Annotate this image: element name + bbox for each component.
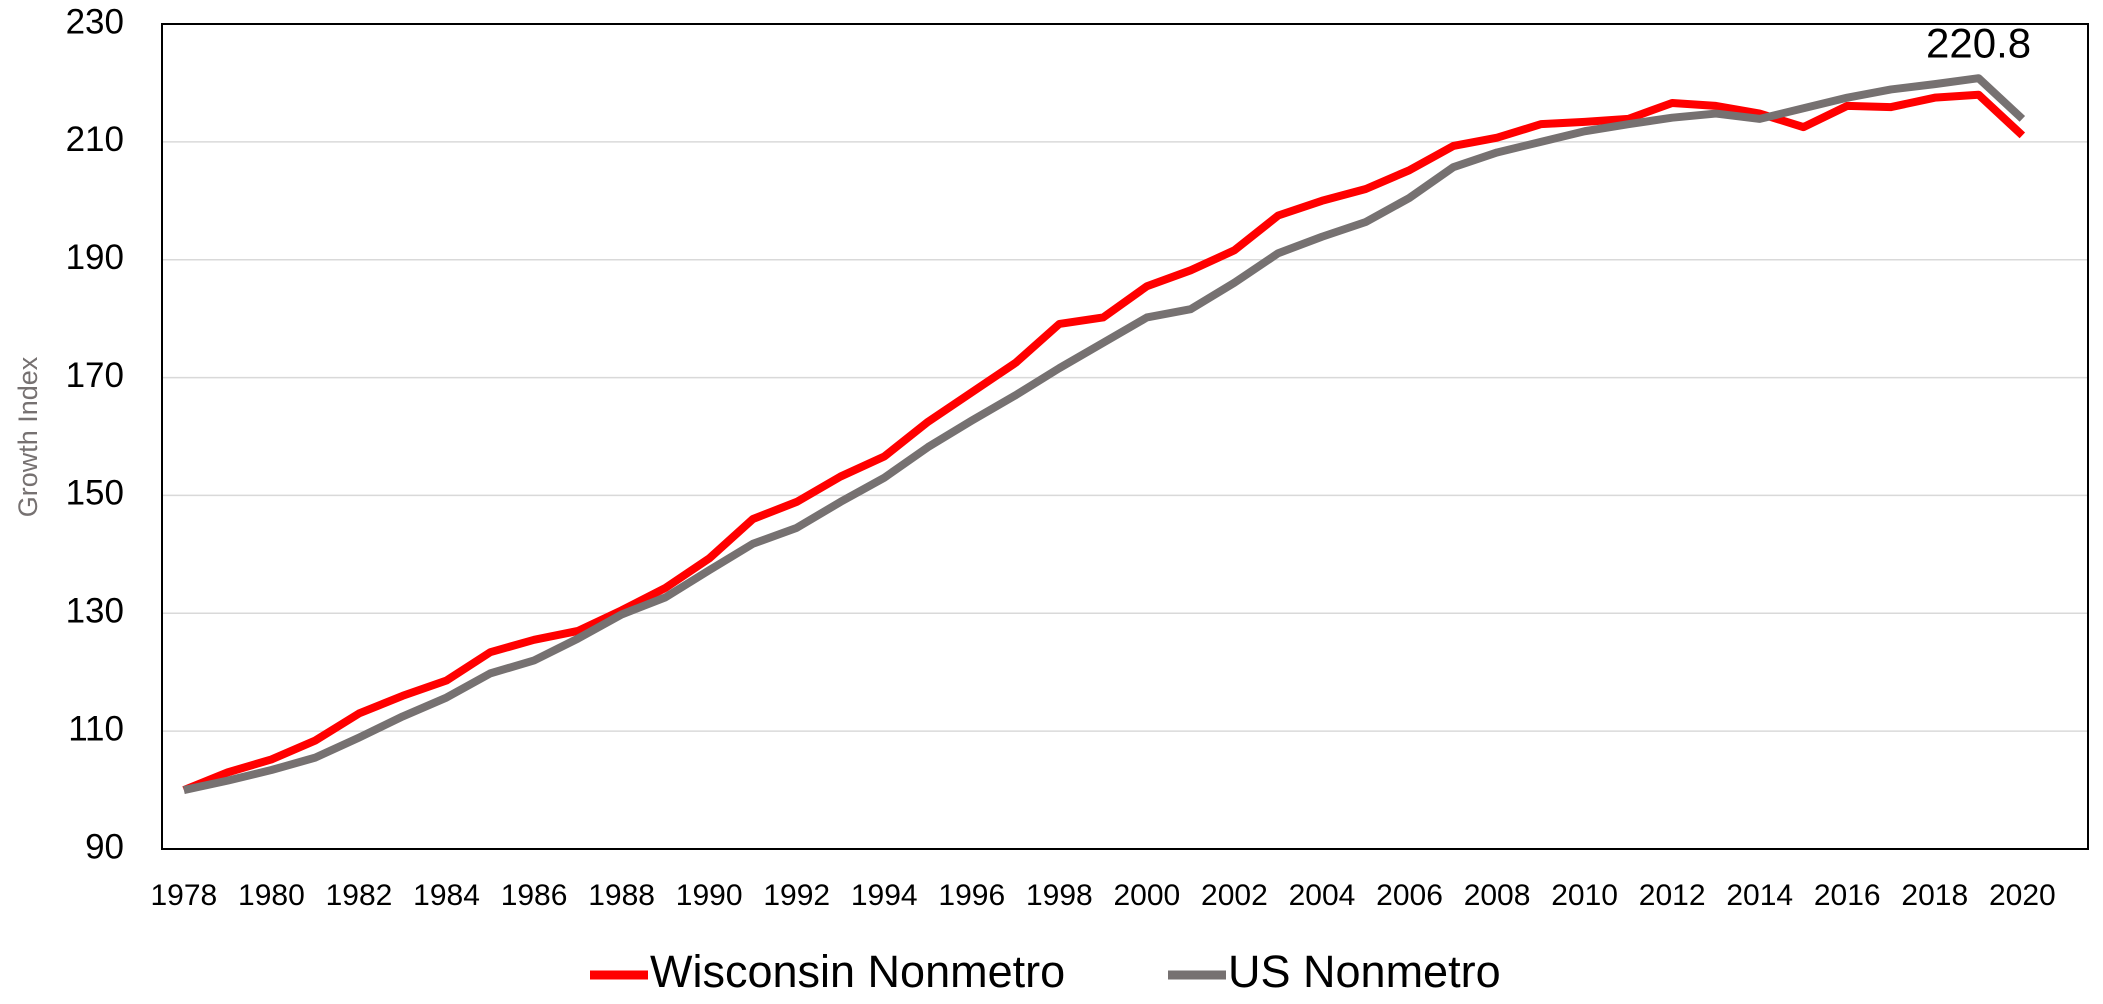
y-tick-label: 170 — [66, 356, 124, 395]
x-tick-label: 1978 — [151, 879, 218, 912]
x-tick-label: 1984 — [413, 879, 480, 912]
y-tick-label: 190 — [66, 238, 124, 277]
x-tick-label: 1990 — [676, 879, 743, 912]
x-tick-label: 2014 — [1726, 879, 1793, 912]
plot-frame — [161, 23, 2089, 850]
x-tick-label: 2010 — [1551, 879, 1618, 912]
y-tick-label: 210 — [66, 120, 124, 159]
x-tick-label: 1996 — [938, 879, 1005, 912]
x-tick-label: 1982 — [326, 879, 393, 912]
y-axis-label: Growth Index — [13, 356, 43, 517]
x-tick-label: 2000 — [1114, 879, 1181, 912]
data-line — [183, 74, 2026, 794]
x-tick-label: 2012 — [1639, 879, 1706, 912]
y-tick-label: 150 — [66, 474, 124, 513]
data-line — [182, 90, 2026, 794]
x-tick-label: 2020 — [1989, 879, 2056, 912]
x-tick-label: 1998 — [1026, 879, 1093, 912]
x-tick-label: 1988 — [588, 879, 655, 912]
x-tick-label: 2016 — [1814, 879, 1881, 912]
legend-label: Wisconsin Nonmetro — [650, 946, 1065, 997]
x-tick-label: 1986 — [501, 879, 568, 912]
y-tick-label: 90 — [85, 827, 124, 866]
x-tick-label: 1992 — [763, 879, 830, 912]
y-tick-label: 230 — [66, 2, 124, 41]
x-tick-label: 2018 — [1901, 879, 1968, 912]
x-tick-label: 2002 — [1201, 879, 1268, 912]
x-tick-label: 1994 — [851, 879, 918, 912]
annotation: 220.8 — [1926, 19, 2031, 66]
y-tick-label: 130 — [66, 592, 124, 631]
x-tick-label: 2004 — [1289, 879, 1356, 912]
x-tick-label: 2008 — [1464, 879, 1531, 912]
x-tick-label: 2006 — [1376, 879, 1443, 912]
x-tick-label: 1980 — [238, 879, 305, 912]
y-tick-label: 110 — [68, 709, 124, 748]
legend-label: US Nonmetro — [1228, 946, 1501, 997]
